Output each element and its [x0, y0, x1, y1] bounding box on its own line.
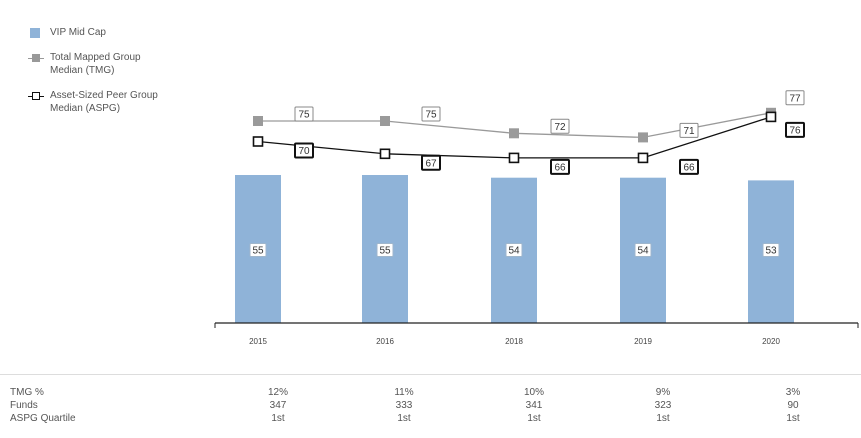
table-cell: 1st [656, 413, 670, 424]
aspg-label-2016: 67 [425, 158, 437, 169]
table-cell: 11% [394, 387, 414, 398]
tmg-label-2015-box [294, 106, 314, 122]
tmg-label-2020-box [785, 90, 805, 106]
x-tick-2016: 2016 [376, 337, 394, 346]
legend-aspg-label-2: Median (ASPG) [50, 103, 121, 114]
aspg-label-2018: 66 [554, 163, 566, 174]
table-cell: 333 [395, 400, 413, 411]
tmg-point-2015 [253, 116, 263, 126]
table-row: TMG % 12% 11% 10% 9% 3% [0, 387, 861, 400]
bar-label-2020-box [762, 243, 780, 257]
aspg-label-2019: 66 [683, 163, 695, 174]
tmg-label-2020: 77 [789, 93, 801, 104]
bar-label-2016: 55 [379, 246, 391, 257]
legend-tmg-label-1: Total Mapped Group [50, 52, 141, 63]
legend-bar-label: VIP Mid Cap [50, 27, 106, 38]
row-label: ASPG Quartile [10, 413, 76, 424]
chart-legend: VIP Mid Cap Total Mapped Group Median (T… [28, 26, 228, 127]
row-label: TMG % [10, 387, 44, 398]
legend-item-vip-mid-cap: VIP Mid Cap [28, 26, 228, 39]
tmg-label-2016-box [421, 106, 441, 122]
bar-label-2019: 54 [637, 246, 649, 257]
aspg-label-2020: 76 [789, 126, 801, 137]
tmg-label-2018-box [550, 118, 570, 134]
tmg-label-2016: 75 [425, 110, 437, 121]
tmg-point-2018 [509, 128, 519, 139]
chart-canvas: 55 55 54 54 53 2015 2016 2018 2019 2020 75 75 72 71 77… [214, 90, 859, 346]
table-cell: 90 [787, 400, 799, 411]
table-cell: 10% [523, 387, 544, 398]
table-row: ASPG Quartile 1st 1st 1st 1st 1st [0, 413, 861, 426]
aspg-label-2016-box [421, 154, 441, 171]
table-cell: 341 [525, 400, 543, 411]
tmg-label-2018: 72 [554, 122, 566, 133]
aspg-point-2018 [508, 152, 520, 164]
x-tick-2019: 2019 [634, 337, 652, 346]
legend-item-aspg: Asset-Sized Peer Group Median (ASPG) [28, 89, 228, 115]
table-divider [0, 374, 861, 375]
aspg-label-2020-box [785, 121, 805, 138]
aspg-label-2015-box [294, 142, 314, 159]
tmg-label-2015: 75 [298, 110, 310, 121]
tmg-label-2019-box [679, 122, 699, 138]
x-tick-2020: 2020 [762, 337, 780, 346]
bar-label-2015: 55 [252, 246, 264, 257]
legend-aspg-marker [32, 92, 40, 100]
x-tick-2018: 2018 [505, 337, 523, 346]
row-label: Funds [10, 400, 38, 411]
tmg-label-2019: 71 [683, 126, 695, 137]
aspg-label-2019-box [679, 158, 699, 175]
legend-bar-swatch [30, 28, 40, 38]
aspg-point-2019 [637, 152, 649, 164]
legend-tmg-marker [32, 54, 40, 62]
legend-aspg-label-1: Asset-Sized Peer Group [50, 90, 158, 101]
legend-tmg-label-2: Median (TMG) [50, 65, 115, 76]
tmg-point-2019 [638, 132, 648, 143]
table-cell: 12% [267, 387, 288, 398]
aspg-point-2015 [252, 136, 264, 147]
table-row: Funds 347 333 341 323 90 [0, 400, 861, 413]
bar-label-2018-box [505, 243, 523, 257]
table-cell: 1st [397, 413, 411, 424]
bar-label-2020: 53 [765, 246, 777, 257]
bar-label-2019-box [634, 243, 652, 257]
table-cell: 3% [785, 387, 801, 398]
table-cell: 1st [527, 413, 541, 424]
aspg-point-2020 [765, 111, 777, 123]
legend-item-tmg: Total Mapped Group Median (TMG) [28, 51, 228, 77]
table-cell: 347 [269, 400, 287, 411]
x-tick-2015: 2015 [249, 337, 267, 346]
table-cell: 323 [654, 400, 672, 411]
aspg-label-2015: 70 [298, 146, 310, 157]
aspg-label-2018-box [550, 158, 570, 175]
bar-label-2015-box [249, 243, 267, 257]
bar-label-2018: 54 [508, 246, 520, 257]
table-cell: 1st [786, 413, 800, 424]
table-cell: 1st [271, 413, 285, 424]
table-cell: 9% [655, 387, 671, 398]
aspg-point-2016 [379, 148, 391, 160]
tmg-point-2016 [380, 116, 390, 126]
bar-label-2016-box [376, 243, 394, 257]
